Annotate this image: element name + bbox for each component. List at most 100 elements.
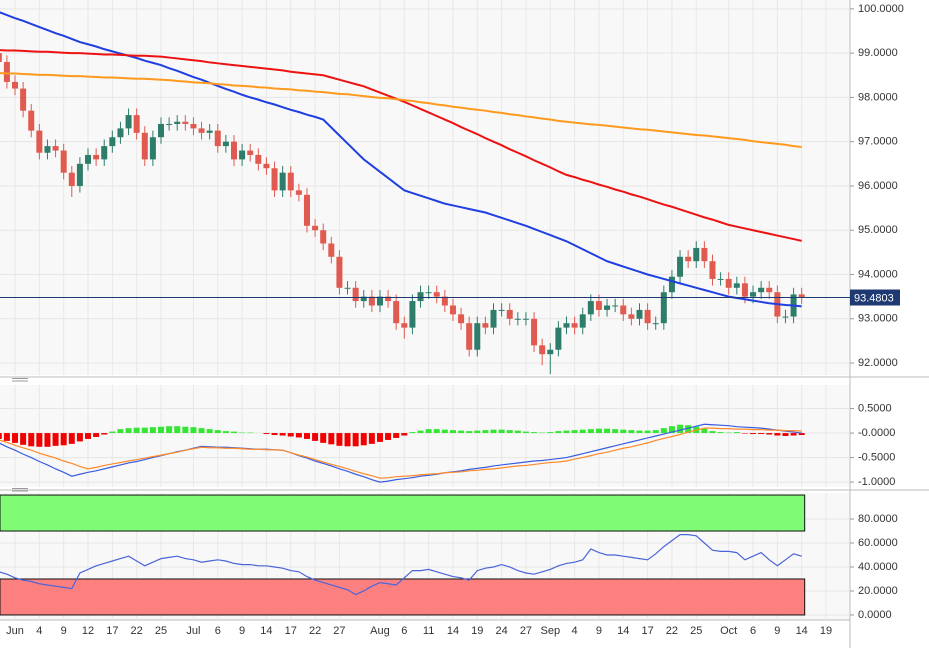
histogram-bar — [604, 428, 611, 434]
histogram-bar — [336, 433, 343, 446]
histogram-bar — [376, 433, 383, 442]
histogram-bar — [636, 430, 643, 434]
candle-body — [506, 309, 513, 319]
histogram-bar — [52, 433, 59, 446]
histogram-bar — [133, 427, 140, 434]
candle-body — [741, 283, 748, 297]
candle-body — [287, 172, 294, 191]
candle-body — [539, 345, 546, 355]
histogram-bar — [263, 433, 270, 435]
histogram-bar — [458, 430, 465, 434]
candle-body — [458, 314, 465, 324]
y-tick-label: 20.0000 — [858, 585, 898, 597]
rsi-band — [0, 578, 806, 616]
candle-body — [668, 276, 675, 293]
y-tick-label: 0.5000 — [858, 402, 892, 414]
candle-body — [166, 123, 173, 125]
candle-body — [482, 323, 489, 328]
histogram-bar — [425, 429, 432, 434]
x-tick-label: 14 — [260, 625, 272, 637]
x-tick-label: 6 — [215, 625, 221, 637]
histogram-bar — [344, 433, 351, 447]
candle-body — [28, 110, 35, 131]
x-tick-label: 6 — [401, 625, 407, 637]
histogram-bar — [312, 433, 319, 441]
histogram-bar — [303, 433, 310, 439]
histogram-bar — [158, 426, 164, 434]
candle-body — [717, 278, 724, 280]
histogram-bar — [449, 430, 456, 434]
x-tick-label: 22 — [131, 625, 143, 637]
x-tick-label: Aug — [370, 625, 390, 637]
candle-body — [652, 323, 659, 325]
histogram-bar — [360, 433, 367, 446]
histogram-bar — [149, 427, 156, 434]
x-tick-label: 27 — [520, 625, 532, 637]
histogram-bar — [522, 431, 529, 434]
x-tick-label: 4 — [572, 625, 578, 637]
candle-body — [555, 327, 562, 350]
y-tick-label: 95.0000 — [858, 224, 898, 236]
candle-body — [660, 292, 667, 324]
histogram-bar — [76, 433, 83, 442]
histogram-bar — [766, 433, 773, 435]
candle-body — [360, 296, 367, 302]
histogram-bar — [214, 430, 221, 434]
candle-body — [393, 301, 400, 324]
histogram-bar — [101, 433, 108, 435]
candle-body — [798, 294, 805, 298]
candle-body — [52, 146, 59, 151]
y-tick-label: 100.0000 — [858, 3, 904, 15]
histogram-bar — [174, 426, 181, 434]
histogram-bar — [60, 433, 67, 446]
candle-body — [20, 88, 27, 111]
x-tick-label: 24 — [495, 625, 507, 637]
histogram-bar — [198, 428, 205, 434]
candle-body — [206, 130, 213, 133]
histogram-bar — [222, 431, 229, 434]
candle-body — [579, 314, 586, 328]
candle-body — [385, 296, 392, 302]
last-price-label: 93.4803 — [854, 292, 894, 304]
candle-body — [344, 287, 351, 289]
candle-body — [587, 301, 594, 315]
histogram-bar — [433, 429, 440, 434]
candle-body — [230, 141, 237, 160]
histogram-bar — [798, 433, 805, 436]
candle-body — [12, 81, 19, 89]
histogram-bar — [782, 433, 789, 436]
candle-body — [547, 349, 554, 355]
candle-body — [44, 146, 51, 153]
histogram-bar — [44, 433, 51, 447]
histogram-bar — [287, 433, 294, 437]
candle-body — [328, 243, 335, 257]
x-tick-label: Jun — [6, 625, 24, 637]
candle-body — [750, 292, 757, 297]
histogram-bar — [506, 430, 513, 434]
candle-body — [190, 123, 197, 129]
x-tick-label: 17 — [285, 625, 297, 637]
histogram-bar — [774, 433, 781, 436]
moving-average-line — [0, 11, 802, 308]
x-tick-label: 19 — [471, 625, 483, 637]
histogram-bar — [182, 426, 189, 434]
histogram-bar — [295, 433, 302, 438]
histogram-bar — [117, 429, 124, 434]
histogram-bar — [3, 433, 10, 441]
histogram-bar — [701, 428, 708, 434]
candle-body — [158, 123, 164, 138]
price-panel — [0, 0, 850, 375]
candle-body — [263, 163, 270, 169]
histogram-bar — [733, 432, 740, 434]
candle-body — [685, 256, 692, 262]
candle-body — [620, 305, 627, 315]
y-tick-label: -0.5000 — [858, 451, 895, 463]
candle-body — [174, 121, 181, 124]
histogram-bar — [320, 433, 327, 443]
x-tick-label: 9 — [239, 625, 245, 637]
histogram-bar — [498, 429, 505, 434]
x-tick-label: 19 — [820, 625, 832, 637]
histogram-bar — [230, 431, 237, 434]
histogram-bar — [790, 433, 797, 436]
